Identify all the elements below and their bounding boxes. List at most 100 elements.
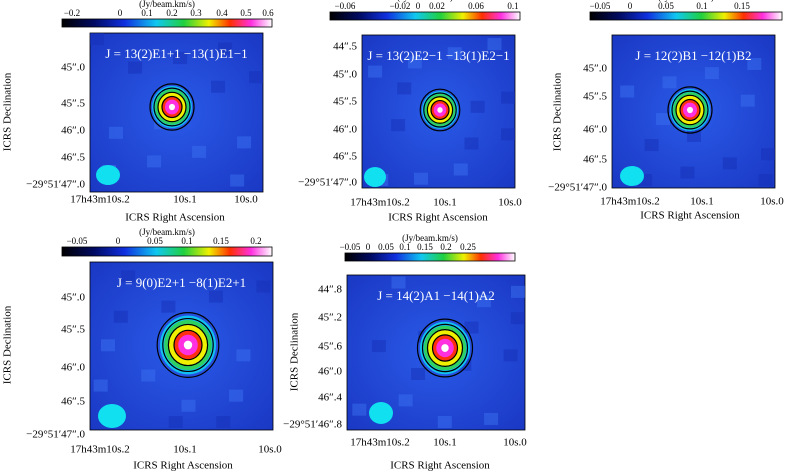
x-tick-label: 17h43m10s.2 [350,197,410,209]
colorbar-title: (Jy/beam.km/s) [402,233,458,243]
noise-patch [510,312,525,325]
contour [419,88,461,132]
noise-patch [414,172,429,185]
emission [441,344,449,352]
colorbar-tick-label: 0.5 [240,8,252,18]
noise-patch [230,174,245,187]
noise-patch [109,126,124,139]
x-tick-label: 10s.0 [760,196,784,208]
noise-patch [211,80,226,93]
noise-patch [218,42,233,55]
noise-patch [484,412,499,425]
noise-patch [407,56,422,69]
y-tick-label: 46″.0 [333,124,357,136]
y-tick-label: 44″.5 [333,41,357,53]
y-tick-label: 46″.0 [61,362,85,374]
noise-patch [447,47,462,60]
beam [369,402,393,424]
contour [162,317,214,373]
noise-patch [368,65,383,78]
contour [431,334,459,362]
colorbar-tick-label: 0.05 [147,236,163,246]
colorbar-tick-label: 0.1 [507,1,518,11]
colorbar-title: (Jy/beam.km/s) [139,227,195,237]
noise-patch [464,137,479,150]
noise-patch [501,128,515,141]
x-tick-label: 10s.1 [690,196,714,208]
noise-patch [181,399,196,412]
noise-patch [487,38,502,51]
colorbar-tick-label: 0 [116,236,121,246]
panel: (Jy/beam.km/s) −0.05 0 0.05 0.1 0.15 J = 12(2)… [548,0,784,222]
y-tick-label: 46″.0 [318,366,342,378]
noise-patch [352,403,367,416]
y-tick-label: −29°51′46″.8 [283,419,342,431]
colorbar-tick-label: 0.15 [213,236,229,246]
colorbar-tick-label: −0.06 [335,1,356,11]
y-tick-label: −29°51′47″.0 [548,182,607,194]
y-axis-label: ICRS Declination [552,72,564,151]
y-tick-label: 45″.0 [61,292,85,304]
contour [153,87,191,127]
x-tick-label: 10s.0 [498,197,522,209]
contour [416,318,474,378]
colorbar-tick-label: −0.2 [64,8,80,18]
colorbar [61,246,273,257]
y-tick-label: 45″.5 [583,91,607,103]
colorbar-tick-label: −0.05 [340,242,361,252]
y-axis-label: ICRS Declination [2,305,14,384]
colorbar-tick-label: 0.06 [468,1,484,11]
noise-patch [453,163,468,176]
x-tick-label: 10s.1 [173,444,197,456]
contour [161,95,183,119]
noise-patch [464,321,479,334]
contour [679,98,701,122]
colorbar-tick-label: 0.3 [190,8,202,18]
x-tick-label: 17h43m10s.2 [70,194,130,206]
noise-patch [141,369,156,382]
contour [167,323,209,367]
colorbar-tick-label: −0.05 [67,236,88,246]
contour [156,312,220,378]
contour [667,86,713,134]
x-tick-label: 10s.1 [433,197,457,209]
x-tick-label: 10s.0 [234,194,258,206]
emission [687,106,693,114]
y-tick-label: 44″.8 [318,284,342,296]
noise-patch [411,368,426,380]
noise-patch [249,71,263,84]
x-axis-label: ICRS Right Ascension [125,212,225,224]
colorbar-tick-label: 0.2 [440,242,451,252]
y-tick-label: 45″.5 [333,96,357,108]
colorbar-tick-label: 0.05 [378,242,394,252]
colorbar-tick-label: 0.05 [658,1,674,11]
colorbar [61,18,273,28]
x-tick-label: 10s.1 [173,194,197,206]
colorbar [589,11,783,21]
colorbar-tick-label: 0.2 [166,8,177,18]
beam [620,166,644,186]
noise-patch [256,280,271,293]
x-axis-label: ICRS Right Ascension [390,460,490,472]
panel: (Jy/beam.km/s) −0.06 −0.02 0 0.02 0.06 0.1 J = … [298,0,522,224]
noise-patch [391,276,406,289]
colorbar-tick-label: 0.1 [696,1,707,11]
noise-patch [503,349,518,362]
noise-patch [113,310,128,323]
noise-patch [168,416,183,428]
colorbar-tick-label: 0 [366,242,371,252]
contour [149,83,195,131]
colorbar-title: (Jy/beam.km/s) [139,0,195,9]
noise-patch [236,349,251,362]
contour [430,99,450,121]
noise-patch [173,52,188,65]
contour [421,323,469,373]
x-tick-label: 17h43m10s.2 [350,437,410,449]
colorbar-tick-label: −0.02 [390,1,411,11]
emission [183,340,193,350]
noise-patch [90,33,104,45]
colorbar [344,252,516,262]
colorbar-tick-label: 0.1 [181,236,192,246]
y-tick-label: 45″.2 [318,312,342,324]
transition-label: J = 14(2)A1 −14(1)A2 [377,288,495,303]
